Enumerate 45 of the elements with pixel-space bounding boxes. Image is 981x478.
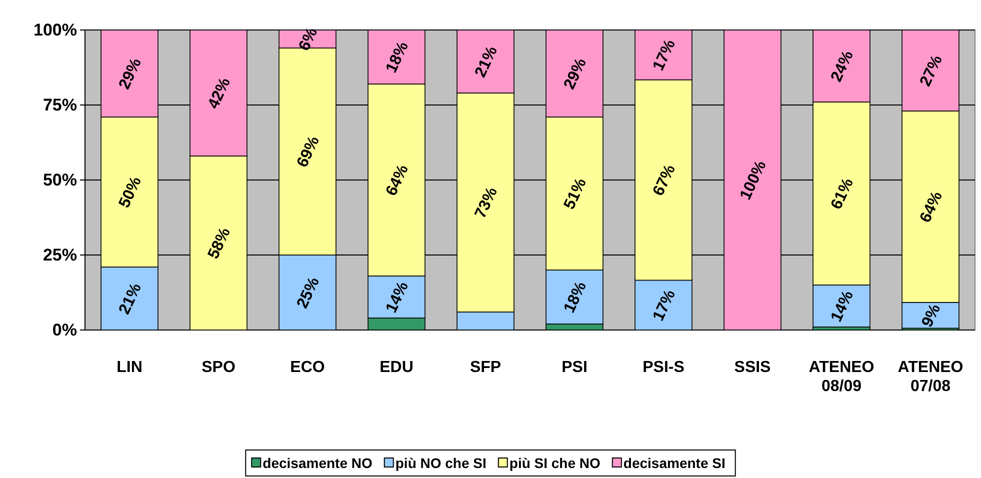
y-tick-label: 25% [42, 245, 77, 264]
data-label: 73% [472, 184, 501, 222]
data-label: 17% [650, 287, 679, 324]
data-label: 64% [917, 189, 946, 226]
data-label: 58% [205, 225, 234, 262]
data-label: 50% [116, 174, 145, 211]
data-label: 27% [917, 52, 946, 90]
y-tick-label: 50% [42, 170, 77, 190]
data-label: 9% [918, 302, 944, 330]
x-tick-label: EDU [380, 359, 414, 376]
x-tick-label: ATENEO 07/08 [898, 359, 964, 395]
data-label: 18% [561, 279, 590, 316]
x-tick-label: PSI-S [642, 359, 685, 376]
legend-label: decisamente NO [262, 454, 372, 471]
data-label: 25% [294, 274, 323, 312]
x-tick-label: ECO [290, 359, 325, 376]
data-label: 21% [472, 44, 501, 80]
data-label: 29% [561, 56, 590, 92]
data-label: 29% [116, 56, 145, 92]
x-tick-label: PSI [562, 359, 588, 376]
data-label: 21% [116, 280, 145, 318]
legend-label: più NO che SI [395, 454, 486, 471]
x-tick-label: ATENEO 08/09 [808, 359, 874, 395]
x-tick-label: SPO [202, 359, 236, 376]
data-label: 69% [294, 134, 323, 170]
data-label: 6% [296, 25, 322, 54]
legend-label: più SI che NO [509, 454, 601, 471]
y-tick-label: 100% [34, 20, 77, 40]
x-tick-label: LIN [116, 359, 142, 376]
data-label: 17% [650, 37, 679, 74]
x-tick-label: SSIS [734, 359, 772, 376]
data-label: 61% [828, 176, 857, 212]
legend-label: decisamente SI [623, 454, 726, 471]
data-label: 18% [383, 39, 412, 76]
data-label: 14% [828, 288, 857, 325]
data-label: 42% [205, 75, 234, 112]
data-label: 100% [737, 158, 770, 203]
y-tick-label: 0% [52, 320, 77, 340]
data-label: 51% [561, 176, 590, 212]
y-tick-label: 75% [42, 95, 77, 114]
data-label: 64% [383, 162, 412, 199]
data-label: 14% [383, 279, 412, 316]
data-label: 67% [650, 162, 679, 199]
data-label: 24% [828, 48, 857, 85]
x-tick-label: SFP [470, 359, 502, 376]
